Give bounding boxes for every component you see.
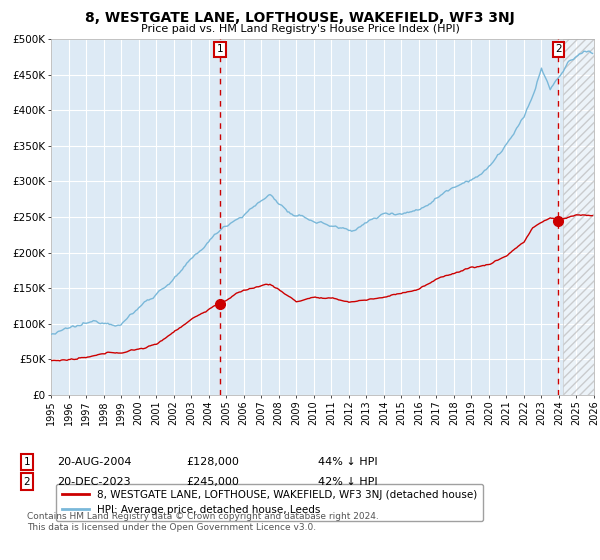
Text: 44% ↓ HPI: 44% ↓ HPI (318, 457, 377, 467)
Legend: 8, WESTGATE LANE, LOFTHOUSE, WAKEFIELD, WF3 3NJ (detached house), HPI: Average p: 8, WESTGATE LANE, LOFTHOUSE, WAKEFIELD, … (56, 484, 484, 521)
Text: 2: 2 (23, 477, 31, 487)
Text: 1: 1 (217, 44, 223, 54)
Text: Price paid vs. HM Land Registry's House Price Index (HPI): Price paid vs. HM Land Registry's House … (140, 24, 460, 34)
Text: 20-AUG-2004: 20-AUG-2004 (57, 457, 131, 467)
Text: £245,000: £245,000 (186, 477, 239, 487)
Text: 8, WESTGATE LANE, LOFTHOUSE, WAKEFIELD, WF3 3NJ: 8, WESTGATE LANE, LOFTHOUSE, WAKEFIELD, … (85, 11, 515, 25)
Text: 2: 2 (555, 44, 562, 54)
Text: 20-DEC-2023: 20-DEC-2023 (57, 477, 131, 487)
Text: 42% ↓ HPI: 42% ↓ HPI (318, 477, 377, 487)
Text: £128,000: £128,000 (186, 457, 239, 467)
Bar (563, 39, 600, 395)
Text: Contains HM Land Registry data © Crown copyright and database right 2024.
This d: Contains HM Land Registry data © Crown c… (27, 512, 379, 532)
Text: 1: 1 (23, 457, 31, 467)
Bar (563, 39, 600, 395)
